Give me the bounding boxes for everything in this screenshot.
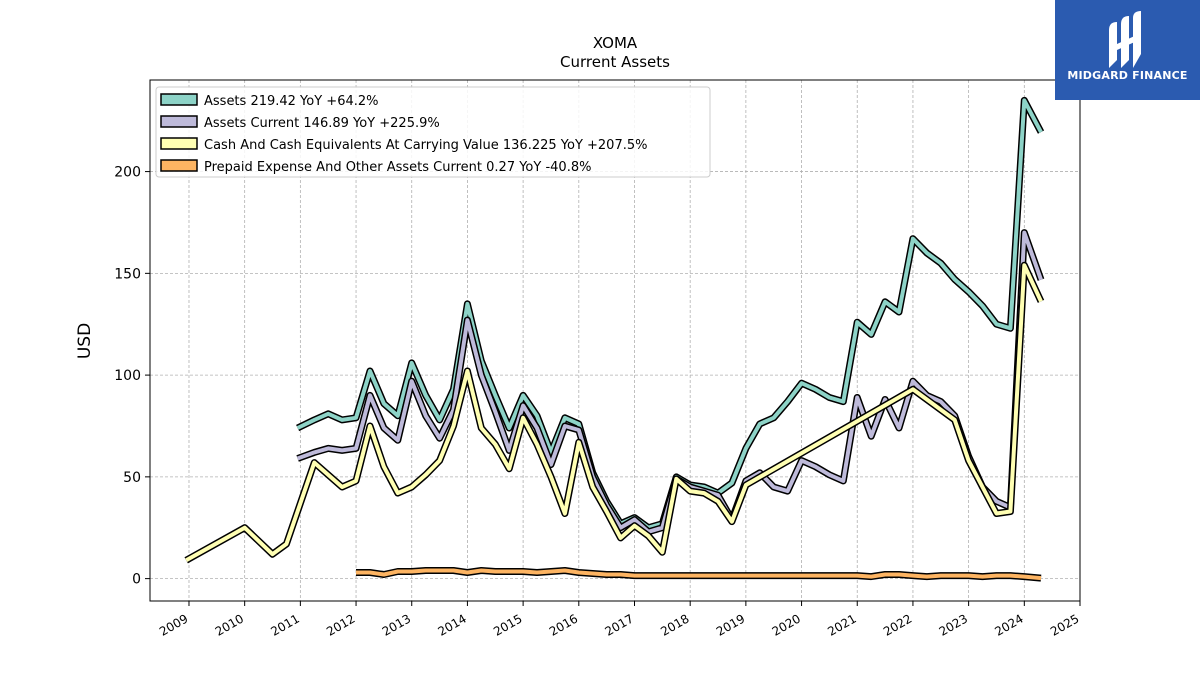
legend-label: Prepaid Expense And Other Assets Current… (204, 160, 591, 175)
x-tick-label: 2019 (714, 611, 747, 638)
logo-text: MIDGARD FINANCE (1067, 69, 1188, 82)
x-tick-label: 2021 (825, 611, 858, 638)
x-tick-label: 2014 (435, 611, 468, 638)
series-line-3 (356, 568, 1042, 581)
x-tick-label: 2012 (324, 611, 357, 638)
x-tick-label: 2015 (491, 611, 524, 638)
midgard-logo-mark-icon (1109, 11, 1141, 68)
legend-swatch (160, 93, 198, 106)
y-tick-label: 150 (114, 266, 141, 282)
x-tick-label: 2011 (268, 611, 301, 638)
x-tick-label: 2017 (603, 611, 636, 638)
x-tick-label: 2009 (157, 611, 190, 638)
legend-swatch (160, 159, 198, 172)
y-axis-label: USD (75, 323, 95, 359)
x-tick-label: 2010 (213, 611, 246, 638)
legend-label: Assets Current 146.89 YoY +225.9% (204, 116, 440, 131)
y-tick-label: 50 (123, 470, 141, 486)
series-lines (184, 96, 1045, 582)
plot-area (149, 79, 1081, 602)
x-tick-label: 2022 (881, 611, 914, 638)
x-tick-label: 2018 (658, 611, 691, 638)
x-tick-label: 2023 (937, 611, 970, 638)
series-line-2 (185, 263, 1043, 563)
legend-label: Cash And Cash Equivalents At Carrying Va… (204, 138, 647, 153)
legend: Assets 219.42 YoY +64.2% Assets Current 1… (155, 86, 711, 178)
chart-title: XOMA (593, 34, 638, 52)
legend-swatch (160, 115, 198, 128)
legend-box (155, 86, 711, 178)
y-tick-label: 200 (114, 165, 141, 181)
midgard-finance-logo: MIDGARD FINANCE (1055, 0, 1200, 100)
legend-swatch (160, 137, 198, 150)
legend-label: Assets 219.42 YoY +64.2% (204, 94, 379, 109)
x-tick-label: 2016 (547, 611, 580, 638)
x-tick-label: 2020 (770, 611, 803, 638)
chart-subtitle: Current Assets (560, 53, 670, 71)
x-tick-label: 2013 (380, 611, 413, 638)
y-tick-label: 100 (114, 368, 141, 384)
x-tick-label: 2025 (1048, 611, 1081, 638)
x-tick-label: 2024 (992, 611, 1025, 638)
y-tick-label: 0 (132, 572, 141, 588)
